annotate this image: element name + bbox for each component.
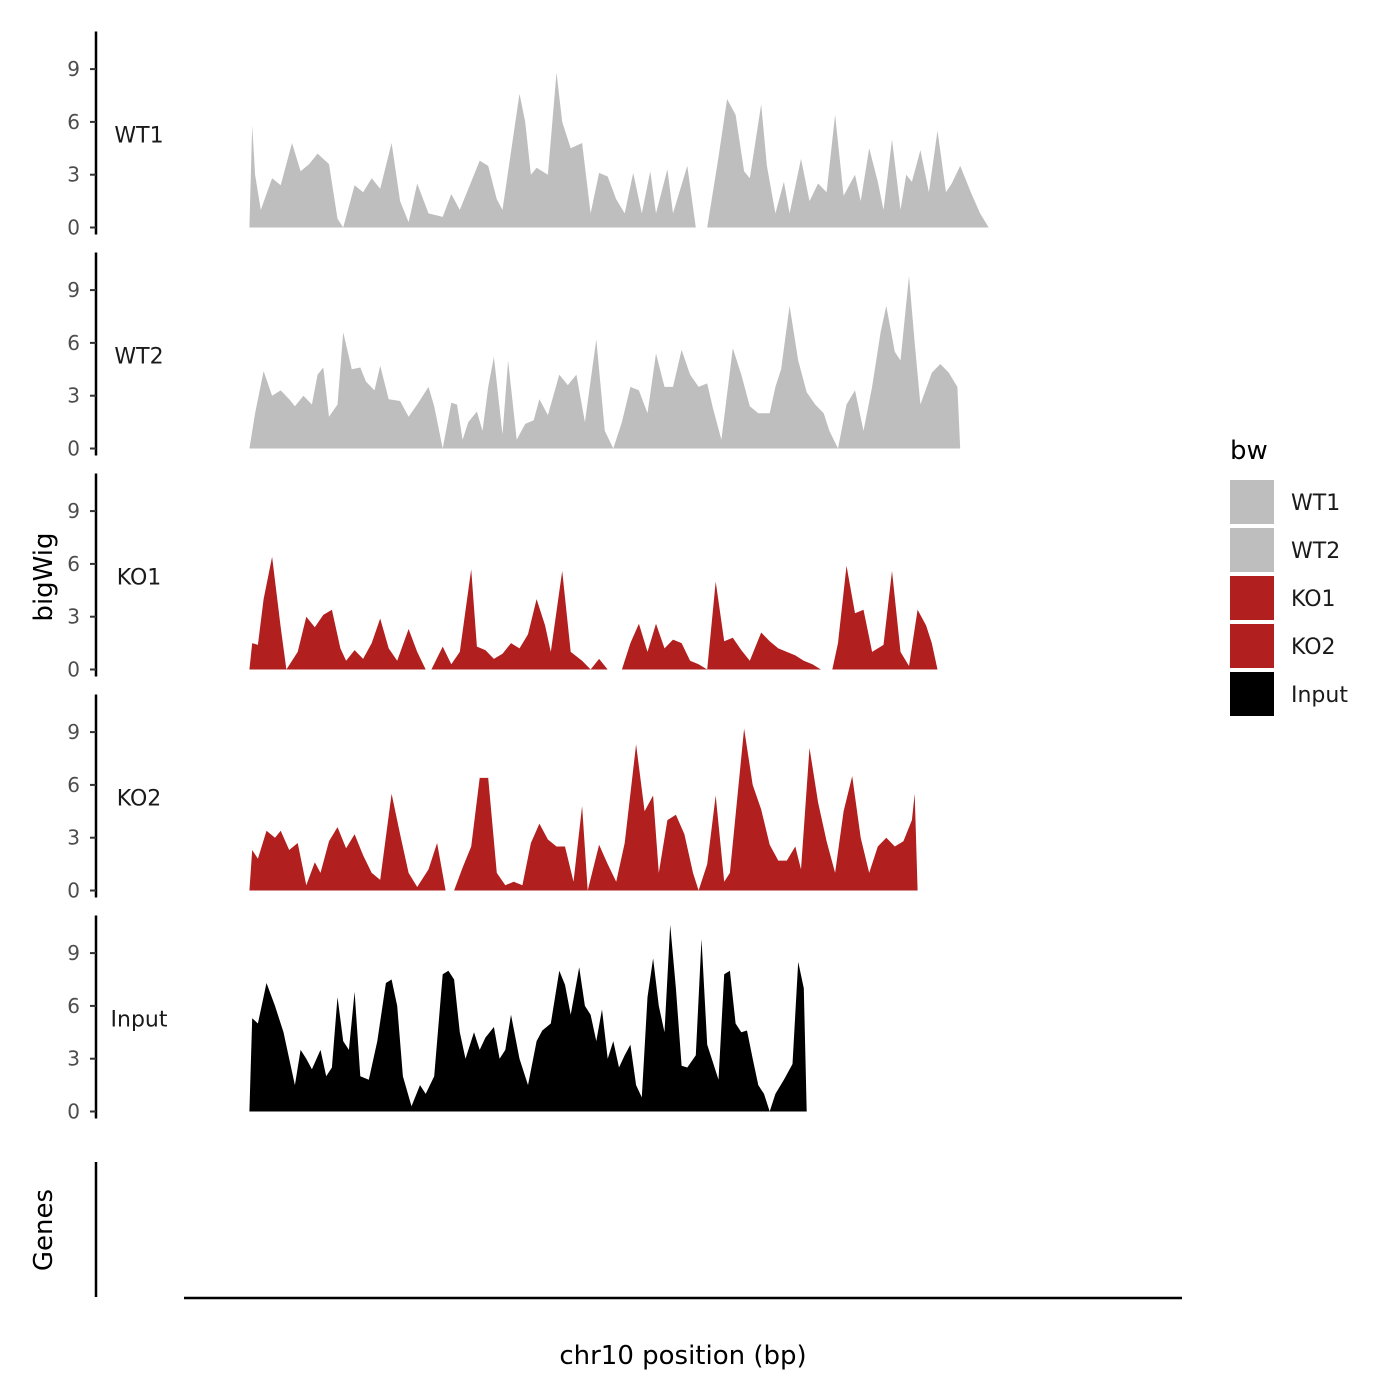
legend-label: WT2 (1291, 539, 1340, 564)
y-tick-label: 3 (67, 1047, 80, 1071)
track-ko1: 0 3 6 9 KO1 (67, 473, 938, 682)
legend-label: KO1 (1291, 587, 1336, 612)
y-tick-label: 6 (67, 552, 80, 576)
legend: bw WT1 WT2 KO1 KO2 Input (1230, 436, 1348, 716)
y-tick-label: 9 (67, 499, 80, 523)
y-tick-label: 9 (67, 57, 80, 81)
y-tick-label: 6 (67, 110, 80, 134)
y-tick-label: 6 (67, 773, 80, 797)
y-axis-title: bigWig (29, 532, 59, 621)
track-wt2: 0 3 6 9 WT2 (67, 252, 961, 461)
y-tick-label: 9 (67, 720, 80, 744)
x-axis-title: chr10 position (bp) (559, 1341, 806, 1371)
y-tick-label: 3 (67, 826, 80, 850)
y-tick-label: 6 (67, 331, 80, 355)
track-label: KO1 (117, 566, 162, 591)
track-label: KO2 (117, 787, 162, 812)
legend-swatch-wt1 (1230, 480, 1274, 524)
y-tick-label: 3 (67, 384, 80, 408)
track-label: WT2 (114, 345, 163, 370)
legend-title: bw (1230, 436, 1268, 466)
y-tick-label: 6 (67, 994, 80, 1018)
y-tick-label: 0 (67, 1100, 80, 1124)
y-tick-label: 0 (67, 216, 80, 240)
signal-area-wt1 (249, 72, 989, 228)
signal-area-wt2 (249, 276, 961, 449)
signal-area-input (249, 924, 807, 1112)
y-tick-label: 0 (67, 879, 80, 903)
legend-swatch-ko2 (1230, 624, 1274, 668)
legend-label: WT1 (1291, 491, 1340, 516)
y-tick-label: 9 (67, 941, 80, 965)
legend-swatch-ko1 (1230, 576, 1274, 620)
tracks-group: 0 3 6 9 WT1 0 3 6 9 WT2 0 3 6 9 KO1 0 3 6 9 KO2 0 3 6 9 Input (67, 31, 989, 1124)
genes-panel-title: Genes (29, 1189, 59, 1271)
y-tick-label: 0 (67, 658, 80, 682)
y-tick-label: 3 (67, 163, 80, 187)
legend-label: Input (1291, 683, 1348, 708)
track-label: WT1 (114, 124, 163, 149)
legend-label: KO2 (1291, 635, 1336, 660)
legend-swatch-wt2 (1230, 528, 1274, 572)
y-tick-label: 3 (67, 605, 80, 629)
y-tick-label: 9 (67, 278, 80, 302)
track-wt1: 0 3 6 9 WT1 (67, 31, 989, 240)
track-input: 0 3 6 9 Input (67, 915, 807, 1124)
signal-area-ko1 (249, 556, 938, 670)
signal-area-ko2 (249, 728, 918, 891)
x-axis: 129569000129570000129571000 (184, 1296, 1182, 1300)
track-ko2: 0 3 6 9 KO2 (67, 694, 918, 903)
y-tick-label: 0 (67, 437, 80, 461)
gene-panel: Olfr794 (94, 1162, 98, 1297)
track-label: Input (111, 1008, 168, 1033)
legend-swatch-input (1230, 672, 1274, 716)
